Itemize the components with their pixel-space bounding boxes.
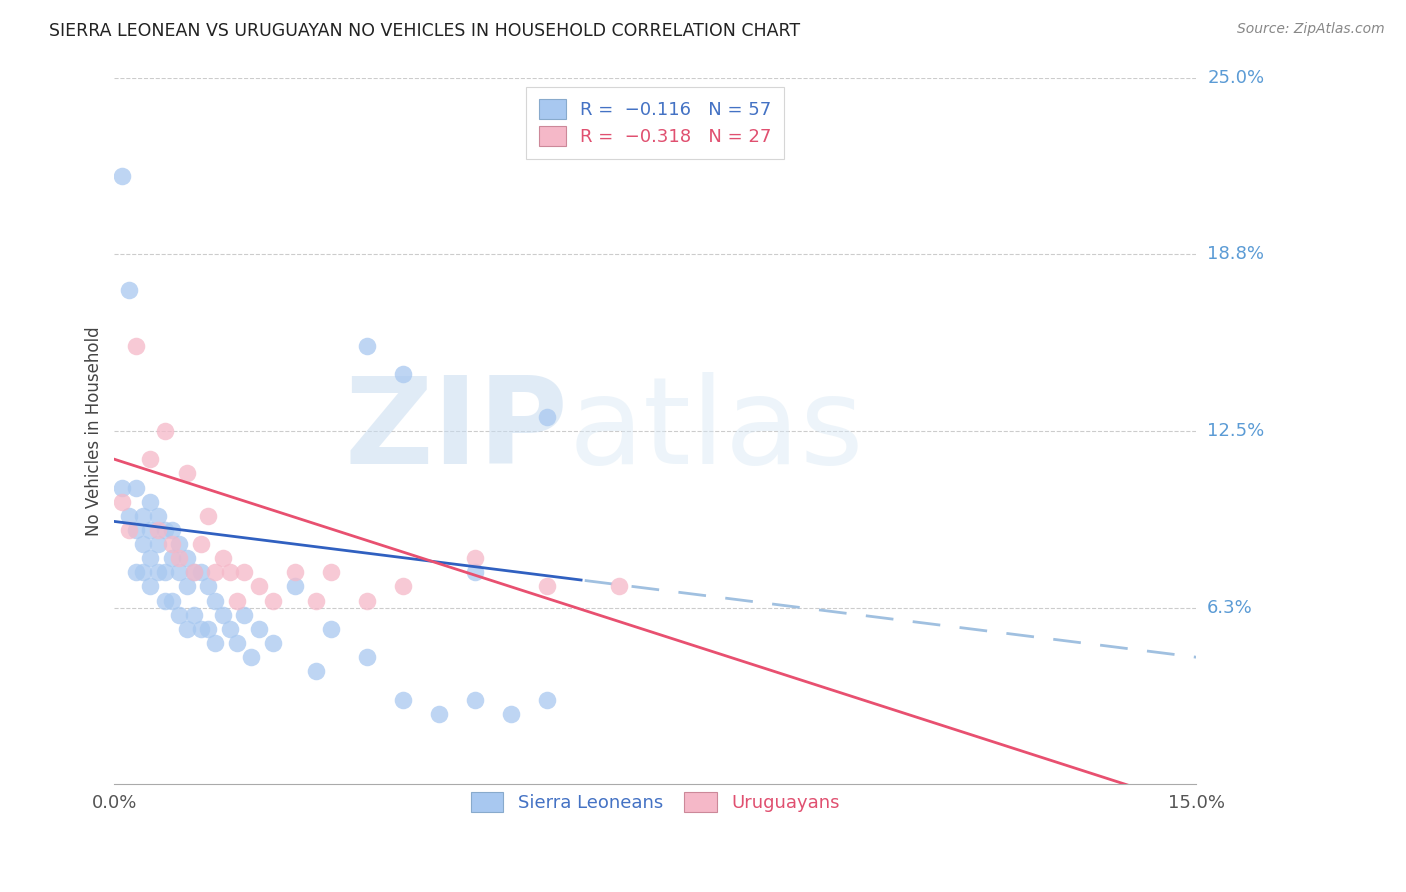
Point: [139, 452, 162, 467]
Point: [183, 566, 205, 580]
Point: [247, 622, 270, 636]
Y-axis label: No Vehicles in Household: No Vehicles in Household: [86, 326, 103, 536]
Point: [197, 508, 219, 523]
Point: [240, 650, 263, 665]
Point: [125, 523, 148, 537]
Point: [262, 593, 284, 607]
Point: [499, 706, 522, 721]
Point: [153, 424, 176, 438]
Point: [204, 593, 226, 607]
Point: [356, 650, 378, 665]
Point: [153, 523, 176, 537]
Point: [305, 593, 328, 607]
Point: [132, 566, 155, 580]
Point: [464, 692, 486, 706]
Point: [183, 566, 205, 580]
Point: [190, 537, 212, 551]
Point: [160, 523, 183, 537]
Point: [169, 607, 191, 622]
Point: [111, 169, 134, 184]
Point: [247, 580, 270, 594]
Point: [218, 622, 240, 636]
Point: [319, 622, 342, 636]
Text: 18.8%: 18.8%: [1208, 245, 1264, 263]
Point: [146, 523, 169, 537]
Point: [160, 593, 183, 607]
Point: [146, 537, 169, 551]
Point: [226, 636, 249, 650]
Point: [464, 551, 486, 566]
Point: [183, 607, 205, 622]
Point: [197, 580, 219, 594]
Point: [160, 551, 183, 566]
Point: [169, 551, 191, 566]
Point: [132, 508, 155, 523]
Point: [153, 566, 176, 580]
Point: [176, 622, 198, 636]
Point: [176, 467, 198, 481]
Point: [125, 339, 148, 353]
Point: [118, 508, 141, 523]
Point: [204, 636, 226, 650]
Point: [132, 537, 155, 551]
Text: 12.5%: 12.5%: [1208, 422, 1264, 440]
Point: [169, 566, 191, 580]
Point: [169, 537, 191, 551]
Point: [392, 692, 415, 706]
Point: [160, 537, 183, 551]
Point: [176, 580, 198, 594]
Point: [427, 706, 450, 721]
Point: [204, 566, 226, 580]
Point: [356, 339, 378, 353]
Point: [139, 494, 162, 508]
Point: [262, 636, 284, 650]
Point: [284, 566, 307, 580]
Point: [464, 566, 486, 580]
Point: [233, 607, 256, 622]
Point: [125, 566, 148, 580]
Point: [176, 551, 198, 566]
Point: [125, 481, 148, 495]
Point: [146, 508, 169, 523]
Point: [146, 566, 169, 580]
Point: [226, 593, 249, 607]
Point: [111, 481, 134, 495]
Legend: Sierra Leoneans, Uruguayans: Sierra Leoneans, Uruguayans: [458, 780, 852, 825]
Point: [218, 566, 240, 580]
Text: ZIP: ZIP: [344, 373, 568, 490]
Point: [284, 580, 307, 594]
Point: [190, 566, 212, 580]
Point: [111, 494, 134, 508]
Point: [233, 566, 256, 580]
Point: [139, 523, 162, 537]
Point: [118, 283, 141, 297]
Point: [536, 409, 558, 424]
Text: 25.0%: 25.0%: [1208, 69, 1264, 87]
Point: [319, 566, 342, 580]
Text: atlas: atlas: [568, 373, 865, 490]
Point: [190, 622, 212, 636]
Point: [197, 622, 219, 636]
Point: [607, 580, 630, 594]
Point: [392, 368, 415, 382]
Point: [536, 580, 558, 594]
Text: 6.3%: 6.3%: [1208, 599, 1253, 616]
Point: [139, 551, 162, 566]
Point: [392, 580, 415, 594]
Text: Source: ZipAtlas.com: Source: ZipAtlas.com: [1237, 22, 1385, 37]
Point: [139, 580, 162, 594]
Point: [211, 551, 233, 566]
Point: [536, 692, 558, 706]
Point: [211, 607, 233, 622]
Point: [356, 593, 378, 607]
Point: [118, 523, 141, 537]
Point: [153, 593, 176, 607]
Point: [305, 665, 328, 679]
Text: SIERRA LEONEAN VS URUGUAYAN NO VEHICLES IN HOUSEHOLD CORRELATION CHART: SIERRA LEONEAN VS URUGUAYAN NO VEHICLES …: [49, 22, 800, 40]
